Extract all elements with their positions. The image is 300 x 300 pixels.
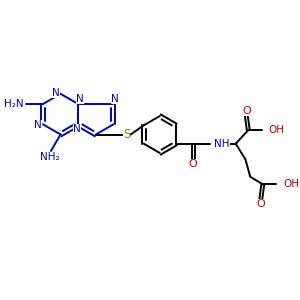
- Text: O: O: [189, 159, 197, 169]
- Text: O: O: [242, 106, 251, 116]
- Text: NH₂: NH₂: [40, 152, 60, 162]
- Text: O: O: [256, 199, 265, 209]
- Text: N: N: [76, 94, 84, 104]
- Text: H₂N: H₂N: [4, 99, 24, 109]
- Text: S: S: [123, 128, 130, 141]
- Text: N: N: [110, 94, 118, 104]
- Text: N: N: [73, 124, 81, 134]
- Text: OH: OH: [268, 125, 285, 135]
- Text: NH: NH: [214, 139, 230, 149]
- Text: N: N: [52, 88, 60, 98]
- Text: N: N: [34, 120, 42, 130]
- Text: OH: OH: [283, 179, 299, 189]
